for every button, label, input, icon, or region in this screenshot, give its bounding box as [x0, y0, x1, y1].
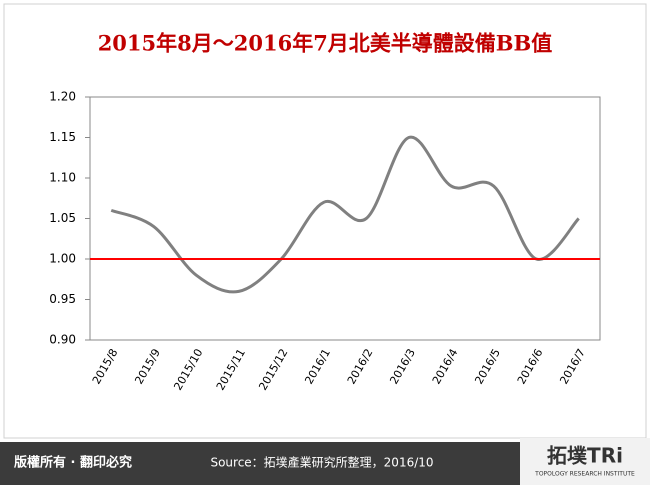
y-tick-label: 1.10: [49, 171, 76, 185]
y-tick-label: 1.20: [49, 90, 76, 104]
y-tick-label: 0.95: [49, 292, 76, 306]
chart-title: 2015年8月～2016年7月北美半導體設備BB值: [98, 31, 553, 56]
logo-box: [520, 438, 650, 485]
copyright: 版權所有 · 翻印必究: [14, 455, 132, 471]
y-tick-label: 1.05: [49, 211, 76, 225]
y-tick-label: 0.90: [49, 333, 76, 347]
source: Source：拓墣產業研究所整理，2016/10: [210, 455, 433, 470]
slide-border: [3, 3, 647, 439]
data-line: [110, 135, 580, 294]
logo: 拓墣TRi: [547, 444, 623, 468]
y-tick-label: 1.00: [49, 252, 76, 266]
logo-sub: TOPOLOGY RESEARCH INSTITUTE: [534, 471, 635, 478]
y-tick-label: 1.15: [49, 130, 76, 144]
